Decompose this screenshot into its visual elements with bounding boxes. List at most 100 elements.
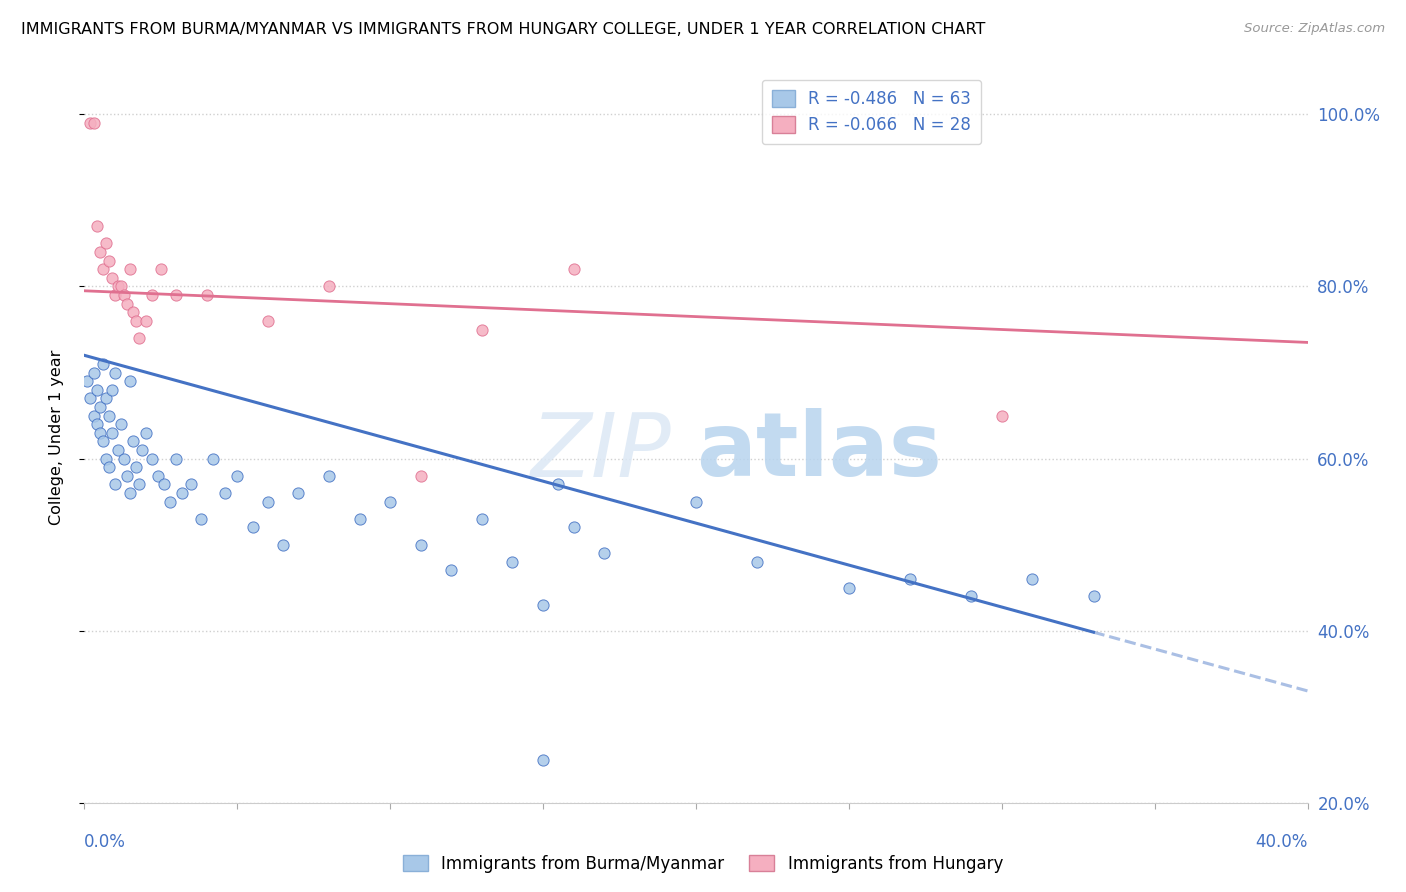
Point <box>471 512 494 526</box>
Point <box>91 262 114 277</box>
Point <box>502 555 524 569</box>
Point <box>94 236 117 251</box>
Point <box>125 314 148 328</box>
Point <box>101 271 124 285</box>
Point <box>149 262 172 277</box>
Point <box>991 409 1014 423</box>
Point <box>104 288 127 302</box>
Point <box>898 572 921 586</box>
Point <box>409 538 432 552</box>
Point <box>135 425 157 440</box>
Point <box>257 494 280 508</box>
Point <box>107 279 129 293</box>
Point <box>547 477 569 491</box>
Point <box>242 520 264 534</box>
Point <box>146 468 169 483</box>
Point <box>318 468 340 483</box>
Point <box>89 400 111 414</box>
Point <box>214 486 236 500</box>
Point <box>97 253 120 268</box>
Point <box>257 314 280 328</box>
Point <box>89 425 111 440</box>
Point <box>318 279 340 293</box>
Point <box>531 598 554 612</box>
Point <box>593 546 616 560</box>
Text: Source: ZipAtlas.com: Source: ZipAtlas.com <box>1244 22 1385 36</box>
Point <box>141 288 163 302</box>
Point <box>110 279 132 293</box>
Point <box>125 460 148 475</box>
Point <box>122 434 145 449</box>
Point <box>94 451 117 466</box>
Point <box>120 486 142 500</box>
Point <box>104 477 127 491</box>
Point <box>153 477 176 491</box>
Legend: R = -0.486   N = 63, R = -0.066   N = 28: R = -0.486 N = 63, R = -0.066 N = 28 <box>762 79 981 145</box>
Point <box>76 374 98 388</box>
Point <box>104 366 127 380</box>
Point <box>120 374 142 388</box>
Point <box>107 442 129 457</box>
Point <box>135 314 157 328</box>
Point <box>128 331 150 345</box>
Point <box>115 296 138 310</box>
Point <box>172 486 194 500</box>
Point <box>531 753 554 767</box>
Point <box>165 451 187 466</box>
Point <box>89 245 111 260</box>
Point <box>271 538 294 552</box>
Point <box>110 417 132 432</box>
Text: atlas: atlas <box>696 409 942 495</box>
Point <box>83 116 105 130</box>
Point <box>91 357 114 371</box>
Point <box>83 366 105 380</box>
Point <box>86 417 108 432</box>
Point <box>79 392 101 406</box>
Point <box>101 383 124 397</box>
Point <box>1021 572 1043 586</box>
Point <box>190 512 212 526</box>
Point <box>115 468 138 483</box>
Point <box>471 322 494 336</box>
Text: ZIP: ZIP <box>530 409 672 495</box>
Point <box>159 494 181 508</box>
Point <box>101 425 124 440</box>
Point <box>83 409 105 423</box>
Point <box>120 262 142 277</box>
Point <box>131 442 153 457</box>
Point <box>440 564 463 578</box>
Point <box>349 512 371 526</box>
Point <box>562 520 585 534</box>
Point <box>180 477 202 491</box>
Point <box>380 494 402 508</box>
Point <box>685 494 707 508</box>
Point <box>112 451 135 466</box>
Point <box>122 305 145 319</box>
Point <box>91 434 114 449</box>
Point <box>201 451 224 466</box>
Legend: Immigrants from Burma/Myanmar, Immigrants from Hungary: Immigrants from Burma/Myanmar, Immigrant… <box>396 848 1010 880</box>
Point <box>960 589 983 603</box>
Y-axis label: College, Under 1 year: College, Under 1 year <box>49 350 63 524</box>
Point <box>79 116 101 130</box>
Point <box>226 468 249 483</box>
Point <box>1083 589 1105 603</box>
Text: IMMIGRANTS FROM BURMA/MYANMAR VS IMMIGRANTS FROM HUNGARY COLLEGE, UNDER 1 YEAR C: IMMIGRANTS FROM BURMA/MYANMAR VS IMMIGRA… <box>21 22 986 37</box>
Point <box>747 555 769 569</box>
Text: 40.0%: 40.0% <box>1256 833 1308 851</box>
Point <box>94 392 117 406</box>
Point <box>86 219 108 234</box>
Point <box>97 460 120 475</box>
Text: 0.0%: 0.0% <box>84 833 127 851</box>
Point <box>128 477 150 491</box>
Point <box>409 468 432 483</box>
Point <box>141 451 163 466</box>
Point <box>195 288 218 302</box>
Point <box>86 383 108 397</box>
Point <box>838 581 860 595</box>
Point <box>287 486 309 500</box>
Point <box>112 288 135 302</box>
Point <box>165 288 187 302</box>
Point <box>562 262 585 277</box>
Point <box>97 409 120 423</box>
